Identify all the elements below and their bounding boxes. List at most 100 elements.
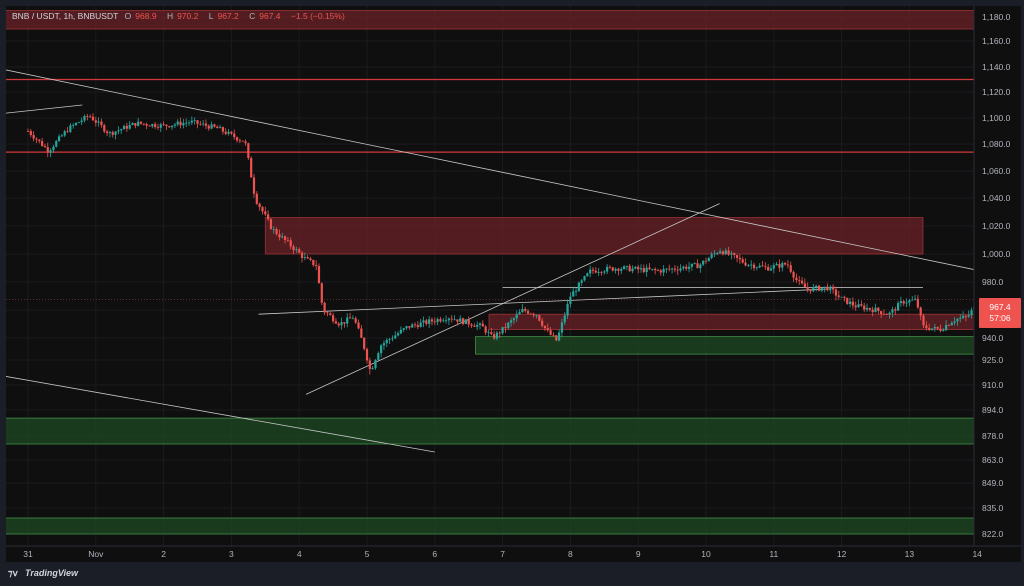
candle-body xyxy=(947,324,951,326)
candle-body xyxy=(594,270,597,273)
candle-body xyxy=(413,324,417,326)
candle-body xyxy=(207,125,210,129)
candle-body xyxy=(72,124,75,126)
candle-body xyxy=(300,252,304,258)
candle-body xyxy=(563,315,566,323)
candle-body xyxy=(258,203,261,208)
candle-body xyxy=(747,264,750,266)
candle-body xyxy=(320,283,323,303)
candle-body xyxy=(377,353,380,360)
candle-body xyxy=(173,124,176,126)
candle-body xyxy=(504,327,507,328)
candle-body xyxy=(396,333,400,336)
candle-body xyxy=(278,234,281,238)
candle-body xyxy=(199,123,202,125)
candle-body xyxy=(106,131,109,134)
candle-body xyxy=(250,158,253,178)
candle-body xyxy=(286,239,289,241)
candle-body xyxy=(778,263,781,268)
candle-body xyxy=(111,132,114,135)
candle-body xyxy=(848,301,852,304)
candle-body xyxy=(758,265,761,268)
candle-body xyxy=(241,140,244,142)
candle-body xyxy=(645,267,648,273)
candle-body xyxy=(354,318,357,323)
x-tick-label: 3 xyxy=(229,549,234,559)
candle-body xyxy=(961,315,965,318)
candle-body xyxy=(66,131,69,133)
candle-body xyxy=(388,339,391,340)
candle-body xyxy=(179,121,182,126)
candle-body xyxy=(442,320,445,322)
candle-body xyxy=(761,265,764,267)
candle-body xyxy=(851,301,854,306)
y-tick-label: 1,160.0 xyxy=(982,36,1011,46)
candle-body xyxy=(682,266,685,269)
candle-body xyxy=(840,296,843,298)
tradingview-mark-icon: ⁊𝗏 xyxy=(8,568,18,578)
candle-body xyxy=(484,326,487,333)
candle-body xyxy=(405,326,408,329)
candle-body xyxy=(752,264,756,269)
candle-body xyxy=(608,266,612,268)
candle-body xyxy=(764,266,767,268)
candle-body xyxy=(964,315,967,317)
candle-body xyxy=(80,120,83,123)
trendline xyxy=(6,104,83,114)
candle-body xyxy=(600,272,603,273)
chart-area[interactable]: 1,180.0 1,160.0 1,140.0 1,120.0 1,100.0 1,080… xyxy=(6,6,1021,562)
candle-body xyxy=(843,296,846,298)
candle-body xyxy=(255,193,258,204)
candle-body xyxy=(775,263,778,266)
candle-body xyxy=(168,126,171,128)
candle-body xyxy=(312,259,315,266)
y-tick-label: 1,040.0 xyxy=(982,193,1011,203)
candle-body xyxy=(639,268,643,270)
candle-body xyxy=(628,265,631,272)
candle-body xyxy=(687,266,691,269)
candle-body xyxy=(959,317,962,319)
candle-body xyxy=(806,287,809,290)
tradingview-brand: TradingView xyxy=(25,568,79,578)
candle-body xyxy=(142,123,145,125)
candle-body xyxy=(456,319,459,322)
candle-body xyxy=(269,219,273,230)
x-tick-label: 14 xyxy=(972,549,982,559)
candle-body xyxy=(176,121,179,125)
candle-body xyxy=(450,318,453,320)
open-value: 968.9 xyxy=(135,11,157,21)
candle-body xyxy=(512,318,515,321)
candle-body xyxy=(874,307,877,313)
candle-body xyxy=(470,324,473,326)
candle-body xyxy=(52,146,55,151)
candle-body xyxy=(515,314,518,319)
candle-body xyxy=(702,260,705,265)
candle-body xyxy=(673,268,677,270)
candle-body xyxy=(402,328,405,330)
candle-body xyxy=(422,320,425,323)
tradingview-logo[interactable]: ⁊𝗏 TradingView xyxy=(8,568,78,579)
candle-body xyxy=(552,334,555,336)
candle-body xyxy=(216,126,219,129)
candle-body xyxy=(447,318,451,321)
low-label: L xyxy=(208,11,214,21)
candle-body xyxy=(408,326,411,328)
candle-body xyxy=(162,124,165,126)
candlestick-chart[interactable]: 1,180.0 1,160.0 1,140.0 1,120.0 1,100.0 1,080… xyxy=(6,6,1021,562)
y-tick-label: 1,020.0 xyxy=(982,221,1011,231)
candle-body xyxy=(507,322,510,328)
candle-body xyxy=(659,270,662,273)
demand-zone xyxy=(6,517,975,535)
candle-body xyxy=(49,150,52,153)
candle-body xyxy=(233,133,236,138)
candle-body xyxy=(631,268,634,272)
candle-body xyxy=(244,141,247,144)
candle-body xyxy=(769,268,773,271)
candle-body xyxy=(744,262,747,266)
candle-body xyxy=(558,332,561,341)
candle-body xyxy=(303,257,306,258)
candle-body xyxy=(868,307,871,310)
candle-body xyxy=(151,124,154,127)
y-tick-label: 1,000.0 xyxy=(982,249,1011,259)
candle-body xyxy=(210,124,213,129)
